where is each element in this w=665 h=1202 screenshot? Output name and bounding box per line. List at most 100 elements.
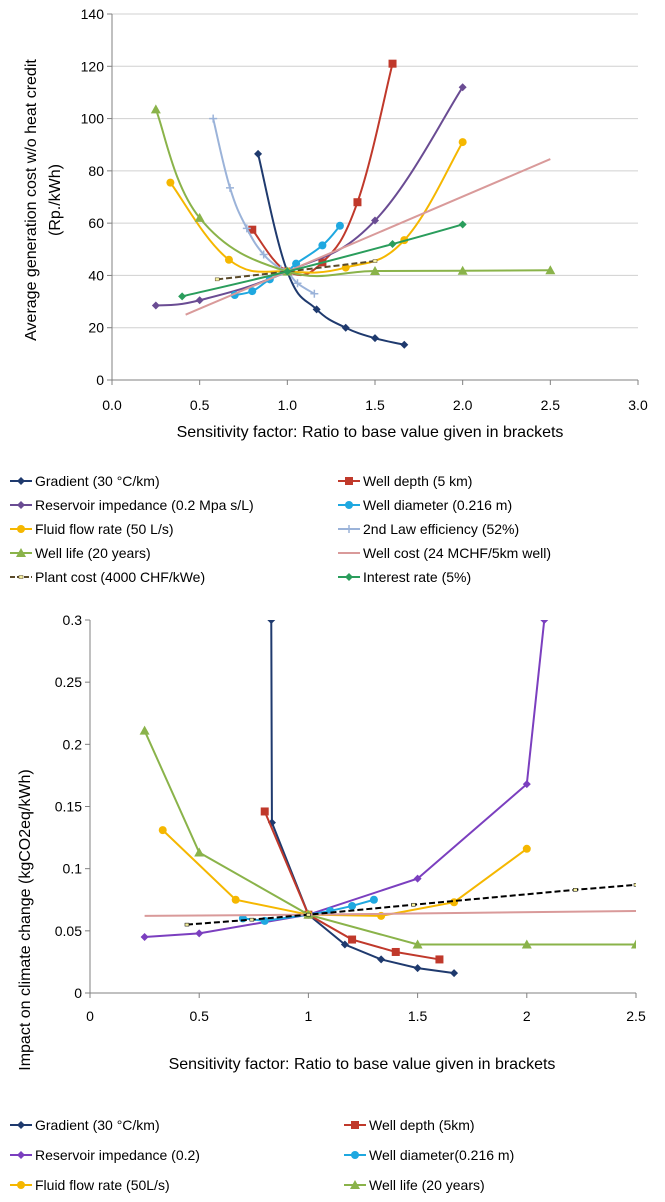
marker-diamond (450, 969, 459, 978)
series-line (257, 153, 405, 346)
marker-square (248, 225, 257, 234)
legend-item: Interest rate (5%) (338, 569, 471, 585)
marker-diamond (283, 267, 292, 276)
legend-label: Fluid flow rate (50 L/s) (35, 521, 174, 537)
marker-diamond (17, 1121, 25, 1129)
marker-circle (522, 844, 531, 853)
series-line (185, 158, 551, 316)
marker-circle (458, 138, 467, 147)
legend-label: 2nd Law efficiency (52%) (363, 521, 519, 537)
marker-diamond (413, 964, 422, 973)
series-markers (158, 826, 531, 920)
marker-dash (573, 888, 578, 892)
marker-circle (248, 287, 257, 296)
series-line (143, 730, 636, 946)
marker-triangle (194, 847, 205, 857)
marker-square (345, 477, 353, 485)
x-axis-title: Sensitivity factor: Ratio to base value … (177, 424, 564, 441)
series-line (162, 829, 528, 917)
marker-diamond (540, 620, 549, 624)
y-axis-title-line-1: Average generation cost w/o heat credit (23, 59, 40, 341)
y-tick-label: 120 (81, 58, 105, 74)
series-markers (254, 149, 409, 349)
marker-triangle (521, 939, 532, 949)
axes: 0 0.05 0.1 0.15 0.2 0.25 0.3 0 0.5 1 1.5 2 2.5 (55, 612, 646, 1024)
series-markers (150, 104, 556, 276)
legend-item: 2nd Law efficiency (52%) (338, 521, 519, 537)
marker-circle (348, 901, 357, 910)
marker-circle (351, 1151, 359, 1159)
x-tick-label: 1.0 (278, 397, 298, 413)
legend-item: Reservoir impedance (0.2 Mpa s/L) (10, 497, 254, 513)
y-tick-label: 0.05 (55, 923, 82, 939)
y-tick-label: 0.3 (63, 612, 83, 628)
marker-diamond (312, 305, 321, 314)
legend-item: Gradient (30 °C/km) (10, 473, 160, 489)
legend-item: Well diameter(0.216 m) (344, 1147, 514, 1163)
legend-label: Reservoir impedance (0.2) (35, 1147, 200, 1163)
marker-triangle (350, 1180, 360, 1189)
x-axis-title: Sensitivity factor: Ratio to base value … (169, 1056, 556, 1073)
legend-item: Well life (20 years) (344, 1177, 485, 1193)
series-markers (267, 620, 459, 978)
marker-circle (335, 221, 344, 230)
x-tick-label: 1 (305, 1008, 313, 1024)
marker-dash (633, 883, 636, 887)
legend-label: Fluid flow rate (50L/s) (35, 1177, 170, 1193)
legend-label: Interest rate (5%) (363, 569, 471, 585)
series-markers (178, 220, 467, 301)
y-tick-label: 140 (81, 6, 105, 22)
series-markers (151, 83, 467, 310)
marker-diamond (371, 216, 379, 225)
series-markers (260, 807, 444, 964)
series-lines (150, 59, 556, 349)
y-tick-label: 80 (88, 163, 104, 179)
legend: Gradient (30 °C/km) Well depth (5km) Reser… (10, 1117, 514, 1193)
marker-circle (318, 241, 327, 250)
series-lines (139, 620, 636, 978)
marker-triangle (370, 265, 380, 275)
marker-dash (372, 259, 378, 263)
series-line (181, 223, 463, 298)
y-axis-title-line-2: (Rp./kWh) (47, 164, 64, 236)
marker-circle (166, 178, 175, 187)
plot-area (139, 620, 636, 978)
x-tick-label: 2.0 (453, 397, 473, 413)
legend-item: Reservoir impedance (0.2) (10, 1147, 200, 1163)
marker-diamond (140, 933, 149, 942)
series-line (144, 620, 546, 939)
marker-diamond (458, 220, 467, 229)
plot-area (150, 59, 556, 349)
marker-dash (306, 912, 311, 917)
x-tick-label: 2 (523, 1008, 531, 1024)
marker-square (388, 59, 397, 68)
marker-circle (345, 501, 353, 509)
marker-circle (17, 525, 25, 533)
legend-label: Plant cost (4000 CHF/kWe) (35, 569, 205, 585)
legend-item: Well depth (5km) (344, 1117, 475, 1133)
series-markers (140, 620, 549, 942)
y-tick-label: 0 (74, 985, 82, 1001)
y-tick-label: 0.15 (55, 799, 82, 815)
marker-diamond (341, 323, 350, 332)
marker-diamond (458, 83, 467, 92)
marker-diamond (388, 240, 397, 249)
marker-diamond (522, 780, 531, 789)
marker-diamond (178, 292, 187, 301)
marker-square (353, 198, 362, 207)
marker-square (348, 935, 357, 944)
legend-label: Well cost (24 MCHF/5km well) (363, 545, 551, 561)
y-tick-label: 0.2 (63, 736, 83, 752)
legend-item: Well diameter (0.216 m) (338, 497, 512, 513)
series-line (154, 109, 551, 278)
marker-diamond (151, 301, 160, 310)
marker-triangle (412, 939, 423, 949)
marker-triangle (457, 265, 468, 275)
y-tick-label: 20 (88, 320, 104, 336)
marker-diamond (195, 929, 204, 938)
marker-dash (184, 922, 190, 927)
y-axis-title: Impact on climate change (kgCO2eq/kWh) (17, 769, 34, 1070)
series-line (186, 883, 636, 926)
marker-triangle (150, 104, 161, 114)
y-tick-label: 60 (88, 215, 104, 231)
